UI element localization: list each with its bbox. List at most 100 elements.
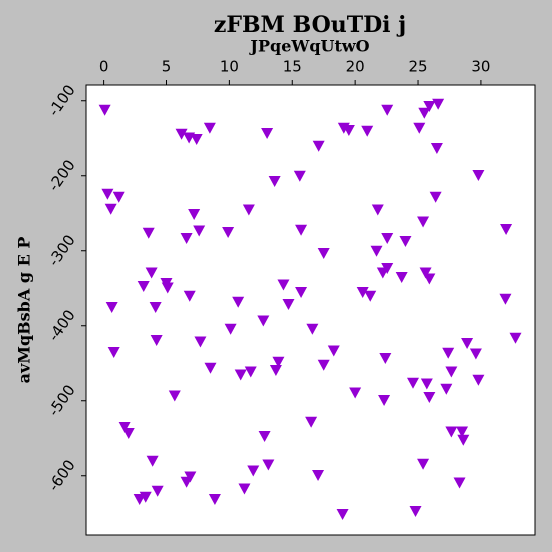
point — [499, 293, 512, 305]
point — [268, 176, 281, 187]
point — [269, 365, 282, 376]
y-axis-label: avMqBsbA g E P — [15, 237, 34, 384]
point — [293, 170, 306, 182]
point — [500, 224, 513, 235]
point — [342, 125, 355, 136]
point — [430, 143, 443, 154]
point — [364, 290, 377, 302]
chart-title: zFBM BOuTDi j — [214, 12, 406, 38]
point — [112, 191, 125, 203]
point — [101, 188, 114, 200]
point — [327, 345, 340, 357]
point — [247, 465, 260, 477]
point — [418, 107, 431, 119]
point — [305, 416, 318, 428]
point — [420, 378, 433, 390]
point — [356, 287, 369, 298]
point — [432, 98, 445, 110]
point — [238, 483, 251, 495]
y-tick-label: -200 — [44, 156, 78, 194]
point — [381, 104, 394, 116]
point — [442, 347, 455, 359]
point — [472, 170, 485, 181]
point — [419, 267, 432, 279]
point — [312, 140, 325, 152]
point — [272, 356, 285, 368]
plot-area — [85, 84, 536, 536]
point — [423, 392, 436, 403]
point — [423, 273, 436, 285]
point — [146, 455, 159, 467]
point — [423, 101, 436, 112]
point — [349, 387, 362, 399]
point — [361, 125, 374, 137]
point — [395, 272, 408, 283]
point — [407, 377, 420, 389]
point — [203, 122, 216, 134]
point — [453, 477, 466, 489]
x-tick-label: 25 — [408, 58, 427, 76]
point — [150, 335, 163, 346]
x-axis-label: JPqeWqUtwO — [248, 37, 369, 56]
point — [378, 395, 391, 406]
point — [180, 233, 193, 244]
point — [145, 267, 158, 279]
x-tick-label: 15 — [283, 58, 302, 76]
point — [282, 299, 295, 310]
point — [376, 267, 389, 279]
point — [149, 302, 162, 313]
point — [190, 134, 203, 145]
point — [232, 296, 245, 308]
point — [234, 369, 247, 381]
point — [306, 323, 319, 335]
point — [258, 431, 271, 442]
point — [105, 302, 118, 313]
point — [222, 227, 235, 238]
x-tick-label: 20 — [346, 58, 365, 76]
point — [336, 509, 349, 520]
y-tick-label: -500 — [44, 381, 78, 419]
point — [417, 458, 430, 470]
point — [98, 104, 111, 116]
point — [312, 470, 325, 481]
point — [107, 347, 120, 358]
point — [183, 290, 196, 302]
point — [295, 287, 308, 298]
point — [317, 248, 330, 259]
point — [242, 204, 255, 216]
point — [370, 245, 383, 257]
point — [122, 428, 135, 439]
point — [440, 383, 453, 395]
point — [295, 224, 308, 236]
point — [161, 282, 174, 294]
point — [317, 359, 330, 371]
y-tick-label: -400 — [44, 306, 78, 344]
point — [262, 459, 275, 471]
point — [175, 128, 188, 140]
point — [184, 471, 197, 483]
point — [188, 209, 201, 220]
point — [137, 281, 150, 292]
point — [409, 506, 422, 517]
point — [456, 426, 469, 438]
point — [445, 426, 458, 438]
point — [371, 204, 384, 216]
point — [142, 227, 155, 239]
y-tick-label: -300 — [44, 231, 78, 269]
point — [104, 203, 117, 215]
y-tick-label: -600 — [44, 456, 78, 494]
point — [118, 422, 131, 433]
point — [413, 122, 426, 134]
point — [381, 233, 394, 244]
x-tick-label: 30 — [471, 58, 490, 76]
point — [208, 494, 221, 505]
point — [204, 362, 217, 374]
x-tick-label: 10 — [220, 58, 239, 76]
point — [457, 434, 470, 446]
point — [417, 216, 430, 228]
point — [429, 191, 442, 203]
y-tick-label: -100 — [44, 81, 78, 119]
point — [244, 366, 257, 378]
point — [509, 332, 522, 344]
